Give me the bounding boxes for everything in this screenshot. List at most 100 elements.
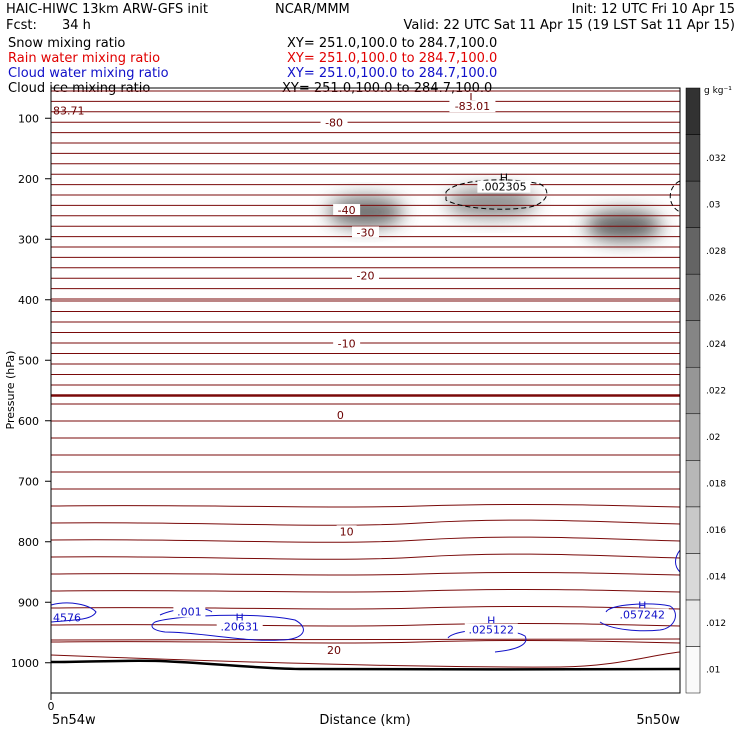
isotherm-label: -10 [338,338,356,351]
colorbar-bin [685,553,701,601]
y-tick-label-500: 500 [18,354,39,367]
colorbar-tick-label: .01 [706,666,720,676]
cloud-water-contour-edge [675,549,680,573]
x-axis-label: Distance (km) [319,713,410,728]
isotherm-label-bg [333,337,361,349]
isotherm-line [51,571,680,576]
y-tick-label-900: 900 [18,596,39,609]
isotherm-label-bg [333,204,361,216]
colorbar-bin [685,227,701,275]
isotherm-line [51,588,680,593]
y-tick-label-400: 400 [18,294,39,307]
valid-time: Valid: 22 UTC Sat 11 Apr 15 (19 LST Sat … [403,18,735,33]
colorbar-bin [685,320,701,368]
isotherm-line [51,519,680,526]
fcst-label: Fcst: [6,18,37,33]
isotherm-line [51,605,680,610]
isotherm-label: -20 [357,269,375,282]
field-name-rain: Rain water mixing ratio [8,51,160,66]
temperature-extremum-value: 83.71 [53,104,85,117]
isotherm-label-bg [333,409,347,421]
y-tick-label-100: 100 [18,112,39,125]
isotherm-label: 20 [327,644,341,657]
cloud-ice-extremum-label-bg [477,180,531,193]
temperature-extremum-value: -83.01 [455,100,490,113]
y-axis-label: Pressure (hPa) [4,351,17,430]
colorbar-tick-label: .012 [706,619,726,629]
plot-frame [50,87,681,694]
cloud-water-extremum-label-bg [615,608,669,621]
y-tick-label-700: 700 [18,475,39,488]
isotherm-label: -80 [325,116,343,129]
isotherm-line [51,536,680,543]
isotherm-label-bg [324,643,345,655]
isotherm-line [51,639,680,644]
colorbar-bin [685,599,701,647]
init-time: Init: 12 UTC Fri 10 Apr 15 [572,2,735,17]
cloud-water-extremum-value: .001 [177,605,202,618]
colorbar-bin [685,87,701,135]
isotherm-line [51,638,680,641]
isotherm-line [51,622,680,627]
y-tick-label-1000: 1000 [11,657,39,670]
y-tick-label-800: 800 [18,536,39,549]
isotherm-line [51,553,680,560]
cloud-water-contour-main [151,614,304,641]
plot-title: HAIC-HIWC 13km ARW-GFS init [6,2,208,17]
isotherm-label: 0 [337,409,344,422]
y-tick-label-600: 600 [18,415,39,428]
cloud-water-extremum-marker: H [487,615,495,628]
colorbar: .01 .012 .014 .016 .018 .02 .022 .024 .026 .028 .0… [685,87,726,694]
colorbar-tick-label: .026 [706,293,726,303]
surface-line [51,659,680,671]
cloud-water-contour-mid [447,629,527,653]
colorbar-bin [685,366,701,415]
cloud-water-contour-left [51,602,97,623]
cloud-water-extremum-value: .057242 [620,608,666,621]
colorbar-tick-label: .02 [706,433,720,443]
temperature-extremum-marker: L [469,91,476,104]
isotherm-label: 10 [340,525,354,538]
colorbar-bin [685,460,701,508]
cloud-water-extremum-marker: H [236,611,244,624]
colorbar-tick-label: .024 [706,340,726,350]
field-name-snow: Snow mixing ratio [8,36,125,51]
x-right-location: 5n50w [636,713,680,728]
isotherm-label-bg [320,116,348,128]
isotherm-label: -30 [357,226,375,239]
cloud-ice-extremum-value: .002305 [481,181,527,194]
cloud-water-extremum-label-bg [216,620,263,633]
y-axis: 100 200 300 400 500 600 700 800 900 1000 [11,112,51,670]
isotherm-line [51,503,680,508]
y-tick-label-200: 200 [18,173,39,186]
cloud-water-extremum-value: 4576 [53,611,81,624]
colorbar-tick-label: .018 [706,480,726,490]
isotherm-label-bg [352,226,379,238]
temperature-extremum-label-bg [449,100,496,113]
x-left-location: 5n54w [52,713,96,728]
cloud-ice-contour-edge [669,180,680,213]
field-xy-snow: XY= 251.0,100.0 to 284.7,100.0 [287,36,497,51]
colorbar-bin [685,506,701,554]
colorbar-tick-label: .03 [706,200,720,210]
cloud-water-extremum-marker: H [638,599,646,612]
isotherm-label-bg [336,525,357,537]
cloud-water-extremum-value: .20631 [220,620,259,633]
org-label: NCAR/MMM [275,2,350,17]
field-xy-rain: XY= 251.0,100.0 to 284.7,100.0 [287,51,497,66]
field-name-cloud-water: Cloud water mixing ratio [8,66,169,81]
isotherm-label-bg [352,269,379,281]
cloud-ice-extremum-marker: H [500,172,508,185]
colorbar-bin [685,134,701,182]
y-tick-label-300: 300 [18,233,39,246]
colorbar-tick-label: .022 [706,387,726,397]
colorbar-bin [685,273,701,321]
isotherm-line [51,651,680,668]
colorbar-tick-label: .014 [706,573,726,583]
isotherm-layer [51,90,680,668]
cloud-water-extremum-label-bg [464,623,518,636]
x-tick-label-0: 0 [48,700,55,713]
colorbar-tick-label: .016 [706,526,726,536]
field-xy-cloud-water: XY= 251.0,100.0 to 284.7,100.0 [287,66,497,81]
